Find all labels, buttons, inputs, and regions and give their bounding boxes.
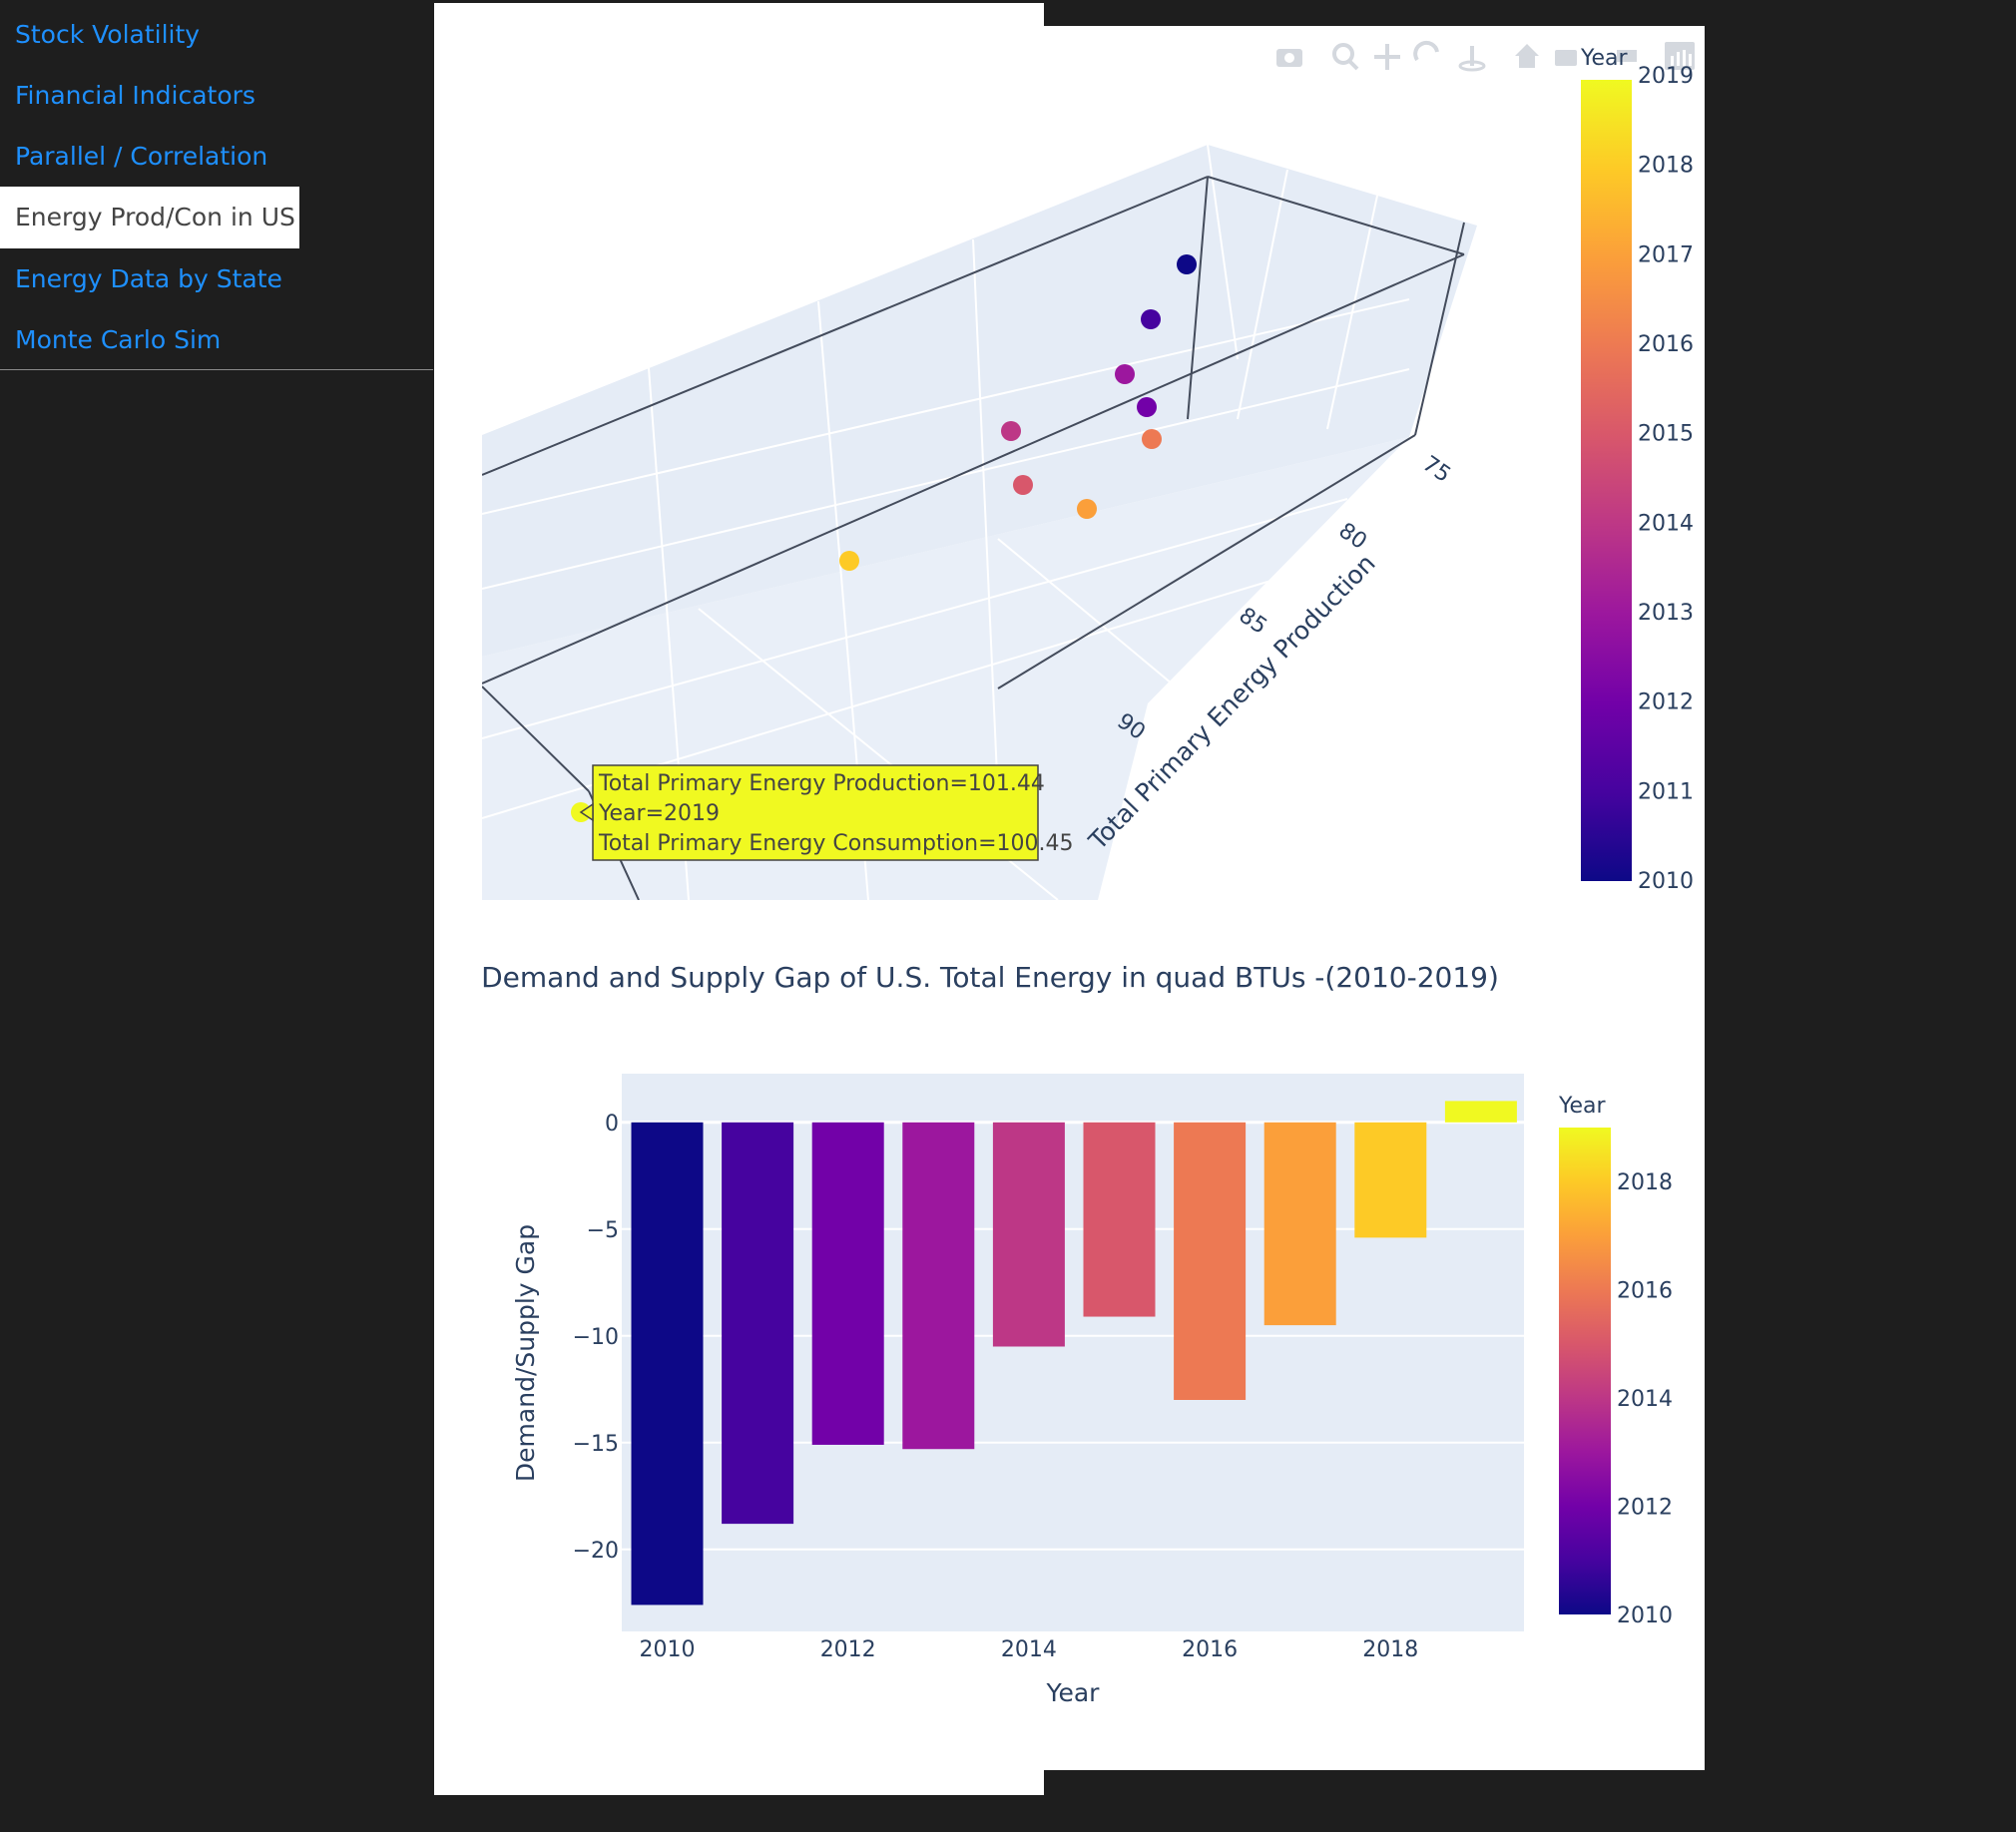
bar-chart[interactable]: 0 −5 −10 −15 −20 2010 2012 2014 2016 2018 xyxy=(573,1074,1524,1662)
colorbar-tick-label: 2016 xyxy=(1638,332,1694,357)
bar-y-axis-title: Demand/Supply Gap xyxy=(511,1224,540,1482)
bar-2016[interactable] xyxy=(1174,1122,1247,1400)
scene-points xyxy=(571,254,1197,822)
scene-colorbar-title: Year xyxy=(1580,46,1629,71)
bar-x-tick-label: 2014 xyxy=(1001,1637,1057,1662)
bar-2012[interactable] xyxy=(811,1122,884,1445)
scatter3d-point[interactable] xyxy=(1001,421,1021,441)
bar-2011[interactable] xyxy=(722,1122,794,1525)
sidebar-nav: Stock Volatility Financial Indicators Pa… xyxy=(0,0,433,370)
colorbar-tick-label: 2010 xyxy=(1617,1603,1673,1628)
nav-parallel-correlation[interactable]: Parallel / Correlation xyxy=(15,142,268,171)
scene-y-tick: 75 xyxy=(1418,451,1455,488)
scene-y-tick: 80 xyxy=(1334,518,1371,555)
bar-series xyxy=(631,1101,1517,1605)
bar-2013[interactable] xyxy=(902,1122,975,1450)
scatter3d-point[interactable] xyxy=(839,551,859,571)
bar-x-axis-title: Year xyxy=(1046,1678,1101,1707)
toggle-hover-icon[interactable] xyxy=(1617,50,1637,62)
scene-colorbar-gradient xyxy=(1581,80,1632,881)
colorbar-tick-label: 2015 xyxy=(1638,422,1694,447)
colorbar-tick-label: 2012 xyxy=(1617,1496,1673,1521)
nav-financial-indicators[interactable]: Financial Indicators xyxy=(15,81,255,110)
colorbar-tick-label: 2019 xyxy=(1638,64,1694,89)
zoom-icon[interactable] xyxy=(1332,43,1359,71)
camera-icon[interactable] xyxy=(1276,49,1302,67)
bar-y-tick-label: −10 xyxy=(573,1325,619,1350)
bar-y-ticks: 0 −5 −10 −15 −20 xyxy=(573,1112,619,1564)
orbit-rotation-icon[interactable] xyxy=(1413,40,1439,62)
colorbar-tick-label: 2018 xyxy=(1638,154,1694,179)
bar-colorbar-gradient xyxy=(1559,1128,1611,1614)
bar-y-tick-label: −5 xyxy=(587,1218,619,1243)
bar-2010[interactable] xyxy=(631,1122,704,1605)
bar-2018[interactable] xyxy=(1354,1122,1427,1238)
colorbar-tick-label: 2016 xyxy=(1617,1279,1673,1304)
bar-2014[interactable] xyxy=(992,1122,1065,1347)
scatter3d-point[interactable] xyxy=(1141,309,1161,329)
scene-colorbar: Year 2010 2011 2012 2013 2014 2015 2016 2017 201… xyxy=(1580,46,1694,894)
colorbar-tick-label: 2014 xyxy=(1617,1387,1673,1412)
bar-x-tick-label: 2010 xyxy=(640,1637,696,1662)
bar-x-ticks: 2010 2012 2014 2016 2018 xyxy=(640,1637,1419,1662)
bar-x-tick-label: 2018 xyxy=(1362,1637,1418,1662)
bar-colorbar-title: Year xyxy=(1558,1094,1607,1119)
bar-2017[interactable] xyxy=(1263,1122,1336,1326)
colorbar-tick-label: 2017 xyxy=(1638,242,1694,267)
bar-x-tick-label: 2012 xyxy=(820,1637,876,1662)
bar-y-tick-label: −20 xyxy=(573,1539,619,1564)
plotly-logo-icon[interactable] xyxy=(1665,42,1695,70)
bar-colorbar: Year 2010 2012 2014 2016 2018 xyxy=(1558,1094,1673,1628)
scatter3d-point[interactable] xyxy=(1137,397,1157,417)
bar-y-tick-label: 0 xyxy=(605,1112,619,1137)
bar-x-tick-label: 2016 xyxy=(1182,1637,1238,1662)
hover-line-production: Total Primary Energy Production=101.44 xyxy=(598,771,1045,796)
bar-2015[interactable] xyxy=(1083,1122,1156,1317)
reset-camera-icon[interactable] xyxy=(1515,44,1539,68)
colorbar-tick-label: 2010 xyxy=(1638,869,1694,894)
nav-energy-prod-con[interactable]: Energy Prod/Con in US xyxy=(0,187,299,248)
scatter3d-point[interactable] xyxy=(1077,499,1097,519)
plotly-modebar xyxy=(1276,40,1695,72)
nav-stock-volatility[interactable]: Stock Volatility xyxy=(15,20,201,49)
bar-2019[interactable] xyxy=(1444,1101,1517,1123)
scatter3d-point[interactable] xyxy=(1177,254,1197,274)
colorbar-tick-label: 2018 xyxy=(1617,1170,1673,1195)
pan-icon[interactable] xyxy=(1374,44,1400,70)
nav-monte-carlo-sim[interactable]: Monte Carlo Sim xyxy=(15,325,222,354)
colorbar-tick-label: 2012 xyxy=(1638,690,1694,715)
hover-label: Total Primary Energy Production=101.44 Y… xyxy=(579,764,1074,861)
hover-line-consumption: Total Primary Energy Consumption=100.45 xyxy=(598,831,1074,856)
colorbar-tick-label: 2014 xyxy=(1638,511,1694,536)
bar-chart-title: Demand and Supply Gap of U.S. Total Ener… xyxy=(481,961,1499,994)
turntable-rotation-icon[interactable] xyxy=(1458,46,1486,72)
hover-line-year: Year=2019 xyxy=(598,801,720,826)
bar-y-tick-label: −15 xyxy=(573,1432,619,1457)
scatter3d-point[interactable] xyxy=(1013,475,1033,495)
last-save-camera-icon[interactable] xyxy=(1555,50,1577,66)
colorbar-tick-label: 2013 xyxy=(1638,601,1694,626)
colorbar-tick-label: 2011 xyxy=(1638,779,1694,804)
scatter3d-point[interactable] xyxy=(1142,429,1162,449)
nav-energy-data-by-state[interactable]: Energy Data by State xyxy=(15,264,282,293)
scatter3d-point[interactable] xyxy=(1115,364,1135,384)
